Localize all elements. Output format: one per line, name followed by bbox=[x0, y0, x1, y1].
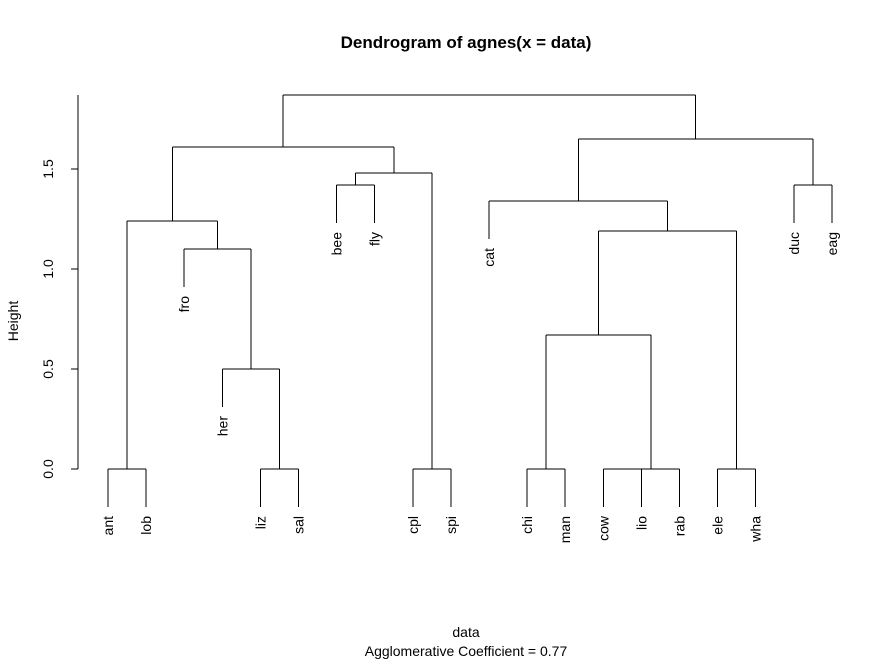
y-tick-label-1: 0.5 bbox=[40, 359, 56, 379]
leaf-label-fly: fly bbox=[367, 232, 383, 246]
y-axis: 0.0 0.5 1.0 1.5 bbox=[40, 95, 79, 479]
leaf-label-lio: lio bbox=[633, 516, 649, 530]
leaf-label-spi: spi bbox=[443, 516, 459, 534]
leaf-label-ant: ant bbox=[100, 516, 116, 536]
y-tick-label-3: 1.5 bbox=[40, 159, 56, 179]
leaf-label-duc: duc bbox=[786, 232, 802, 255]
leaf-label-sal: sal bbox=[291, 516, 307, 534]
y-tick-label-0: 0.0 bbox=[40, 459, 56, 479]
leaf-label-man: man bbox=[557, 516, 573, 543]
leaf-label-lob: lob bbox=[138, 516, 154, 535]
leaf-label-her: her bbox=[214, 416, 230, 437]
leaf-label-rab: rab bbox=[672, 516, 688, 536]
leaf-label-cat: cat bbox=[481, 248, 497, 267]
agglomerative-coefficient: Agglomerative Coefficient = 0.77 bbox=[365, 643, 568, 659]
chart-title: Dendrogram of agnes(x = data) bbox=[341, 33, 592, 52]
leaf-label-fro: fro bbox=[176, 296, 192, 313]
leaf-label-cpl: cpl bbox=[405, 516, 421, 534]
y-tick-label-2: 1.0 bbox=[40, 259, 56, 279]
x-axis-label: data bbox=[452, 624, 479, 640]
leaf-label-ele: ele bbox=[710, 516, 726, 535]
dendrogram-tree bbox=[107, 94, 833, 507]
leaf-label-chi: chi bbox=[519, 516, 535, 534]
leaf-label-eag: eag bbox=[824, 232, 840, 255]
leaf-label-wha: wha bbox=[748, 516, 764, 543]
leaf-label-cow: cow bbox=[595, 515, 611, 541]
leaf-label-bee: bee bbox=[329, 232, 345, 256]
leaf-labels: ant lob fro her liz sal bee fly cpl spi cat chi man c… bbox=[100, 232, 840, 543]
y-axis-label: Height bbox=[5, 301, 21, 342]
leaf-label-liz: liz bbox=[252, 516, 268, 529]
